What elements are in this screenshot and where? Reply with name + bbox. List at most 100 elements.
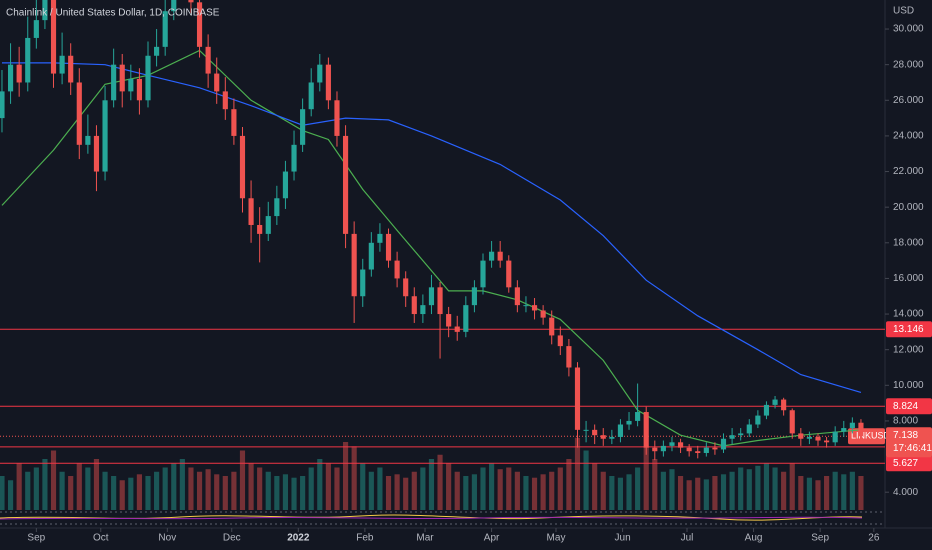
candle-body xyxy=(720,438,727,450)
volume-bar xyxy=(789,463,795,510)
volume-bar xyxy=(841,474,847,510)
volume-bar xyxy=(76,463,82,510)
y-tick-label: 16.000 xyxy=(893,273,924,284)
volume-bar xyxy=(824,476,830,510)
x-tick-label: Jul xyxy=(681,533,694,544)
volume-bar xyxy=(772,467,778,510)
level-label: 5.627 xyxy=(893,458,918,469)
moving-averages xyxy=(1,49,862,447)
volume-bar xyxy=(652,459,658,510)
candle-body xyxy=(695,451,701,453)
candle-body xyxy=(523,305,529,307)
candle-body xyxy=(677,442,684,448)
candle-body xyxy=(111,64,117,101)
volume-bar xyxy=(609,476,615,510)
volume-bar xyxy=(858,476,864,510)
candle-body xyxy=(686,447,692,452)
x-tick-label: Sep xyxy=(27,533,45,544)
candle-body xyxy=(652,447,658,452)
volume-bar xyxy=(33,467,39,510)
y-tick-label: 14.000 xyxy=(893,309,924,320)
levels: 13.1468.8246.5455.627LINKUSD7.13817:46:4… xyxy=(0,321,932,472)
candle-body xyxy=(136,78,142,101)
candle-body xyxy=(205,46,211,74)
candle-body xyxy=(342,135,349,234)
volume-bar xyxy=(755,465,761,510)
candle-body xyxy=(566,346,572,368)
y-tick-label: 22.000 xyxy=(893,166,924,177)
volume-bar xyxy=(677,476,684,510)
volume-bar xyxy=(712,476,718,510)
candle-body xyxy=(188,0,194,3)
y-tick-label: 10.000 xyxy=(893,380,924,391)
candle-body xyxy=(738,433,744,436)
volume-bar xyxy=(635,467,641,510)
volume-bar xyxy=(68,476,74,510)
candle-body xyxy=(214,73,220,92)
candle-body xyxy=(42,0,48,21)
candle-body xyxy=(557,335,563,347)
volume-bar xyxy=(566,459,572,510)
volume-bar xyxy=(626,474,632,510)
candle-body xyxy=(514,287,520,306)
x-tick-label: Mar xyxy=(416,533,434,544)
candle-body xyxy=(506,260,512,288)
volume-bar xyxy=(738,467,744,510)
candle-body xyxy=(33,20,39,38)
volume-bar xyxy=(574,437,581,510)
y-tick-label: 18.000 xyxy=(893,237,924,248)
candle-body xyxy=(841,428,847,432)
volume-bar xyxy=(248,463,254,510)
volume-bar xyxy=(93,459,100,510)
candle-body xyxy=(531,305,538,311)
candle-body xyxy=(609,436,615,439)
candle-body xyxy=(76,82,82,145)
volume-bar xyxy=(403,477,409,510)
candle-body xyxy=(489,251,495,261)
y-tick-label: 26.000 xyxy=(893,95,924,106)
volume-bar xyxy=(222,476,228,510)
oscillator xyxy=(0,511,885,525)
candle-body xyxy=(360,269,366,297)
volume-bar xyxy=(531,477,538,510)
candle-body xyxy=(549,317,555,336)
volume-bar xyxy=(325,463,331,510)
chart-title: Chainlink / United States Dollar, 1D, CO… xyxy=(6,8,220,19)
candle-body xyxy=(411,296,417,315)
candle-body xyxy=(703,447,709,453)
candle-body xyxy=(128,78,134,92)
volume-bar xyxy=(85,467,91,510)
candle-body xyxy=(626,420,632,425)
volume-bar xyxy=(446,463,452,510)
candle-body xyxy=(643,412,649,448)
candles xyxy=(0,0,864,461)
candle-body xyxy=(351,233,357,297)
volume-bar xyxy=(540,474,546,510)
volume-bar xyxy=(25,471,31,510)
candle-body xyxy=(463,305,469,332)
candle-body xyxy=(325,64,331,101)
candle-body xyxy=(222,91,228,110)
volume-bar xyxy=(214,474,220,510)
candle-body xyxy=(93,135,100,172)
volume-bar xyxy=(111,476,117,510)
volume-bar xyxy=(832,471,838,510)
volume-bar xyxy=(729,471,735,510)
volume-bar xyxy=(128,477,134,510)
volume-bar xyxy=(480,467,486,510)
candle-body xyxy=(540,310,546,318)
candle-body xyxy=(265,216,271,234)
volume-bar xyxy=(703,479,709,510)
candle-body xyxy=(68,55,74,83)
volume-bar xyxy=(720,474,727,510)
candle-body xyxy=(832,431,838,443)
volume-bar xyxy=(514,471,520,510)
volume-bar xyxy=(102,471,108,510)
candle-body xyxy=(471,287,477,306)
candle-body xyxy=(59,55,65,74)
volume-bar xyxy=(179,459,185,510)
volume-bar xyxy=(334,467,340,510)
volume-bar xyxy=(317,459,323,510)
